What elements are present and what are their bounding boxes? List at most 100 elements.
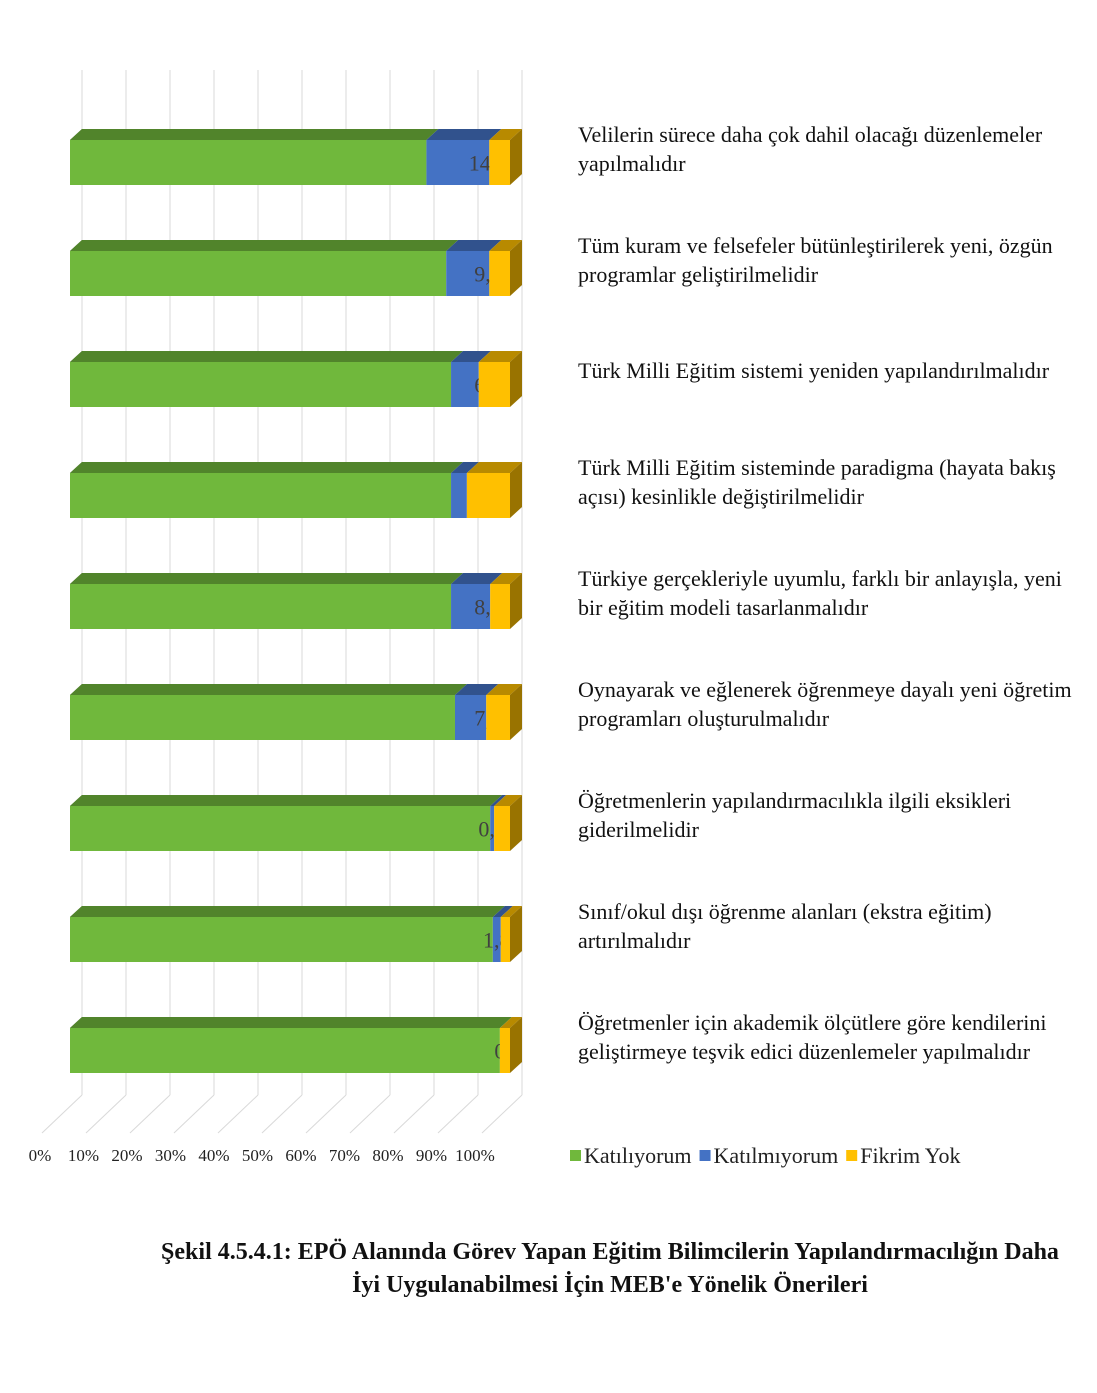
legend-swatch [846,1150,858,1161]
bar-side [510,240,522,296]
floor-line [41,1094,83,1134]
bar [70,473,452,518]
floor-line [129,1094,171,1134]
bar-top [486,684,522,695]
category-label: Türkiye gerçekleriyle uyumlu, farklı bir… [578,565,1062,620]
bar-top [500,906,522,917]
bar-top [70,795,503,806]
bar [455,695,487,740]
x-tick-label: 90% [416,1146,447,1165]
bar-top [70,906,505,917]
bar-top [489,240,522,251]
floor-line [437,1094,479,1134]
bar [70,695,455,740]
x-tick-label: 100% [455,1146,495,1165]
floor-line [305,1094,347,1134]
category-label: Velilerin sürece daha çok dahil olacağı … [578,121,1043,176]
bar-side [510,795,522,851]
category-label: Oynayarak ve eğlenerek öğrenmeye dayalı … [578,676,1072,731]
bar-top [451,462,479,473]
category-label: Türk Milli Eğitim sisteminde paradigma (… [578,454,1056,509]
bar [490,584,510,629]
bar [70,251,447,296]
bar-top [70,129,439,140]
bar-top [70,573,464,584]
bar [70,1028,500,1073]
chart-title: Şekil 4.5.4.1: EPÖ Alanında Görev Yapan … [161,1239,1059,1298]
bar-top [70,351,464,362]
bar [478,362,510,407]
bar-top [455,684,499,695]
bar-top [494,795,522,806]
bar-top [489,129,522,140]
category-label: Sınıf/okul dışı öğrenme alanları (ekstra… [578,898,992,953]
bar [451,362,479,407]
bar [426,140,490,185]
bar-side [510,351,522,407]
legend-swatch [699,1150,711,1161]
bar-top [478,351,522,362]
bar-top [70,1017,512,1028]
floor-line [173,1094,215,1134]
bar [70,584,452,629]
bar [500,917,510,962]
bar-top [426,129,502,140]
bar-side [510,462,522,518]
x-tick-label: 0% [29,1146,52,1165]
bar [489,140,510,185]
bar [70,362,452,407]
bar-side [510,129,522,185]
bar [494,806,510,851]
floor-line [85,1094,127,1134]
bar-top [70,684,467,695]
x-tick-label: 20% [111,1146,142,1165]
floor-line [217,1094,259,1134]
bar [499,1028,510,1073]
bar [490,806,495,851]
category-label: Tüm kuram ve felsefeler bütünleştirilere… [578,232,1053,287]
bar [486,695,510,740]
legend-label: Katılıyorum [584,1143,692,1168]
bar-top [490,573,522,584]
bar [492,917,501,962]
x-tick-label: 30% [155,1146,186,1165]
x-tick-label: 40% [198,1146,229,1165]
floor-line [261,1094,303,1134]
x-tick-label: 80% [372,1146,403,1165]
bar-top [451,351,491,362]
bar [70,140,427,185]
x-tick-label: 70% [329,1146,360,1165]
x-tick-label: 50% [242,1146,273,1165]
x-tick-label: 60% [285,1146,316,1165]
bar [451,584,491,629]
bar-side [510,684,522,740]
bar [70,917,493,962]
bar-side [510,573,522,629]
bar [466,473,510,518]
bar-top [451,573,503,584]
bar [451,473,467,518]
category-label: Türk Milli Eğitim sistemi yeniden yapıla… [578,358,1050,383]
bar [446,251,490,296]
floor-line [349,1094,391,1134]
bar-top [490,795,507,806]
legend-label: Katılmıyorum [714,1143,839,1168]
bar-top [466,462,522,473]
bar-top [499,1017,522,1028]
legend-swatch [570,1150,581,1161]
bar [70,806,491,851]
bar [489,251,510,296]
bar-top [492,906,513,917]
x-tick-label: 10% [68,1146,99,1165]
legend-label: Fikrim Yok [860,1143,960,1168]
category-label: Öğretmenlerin yapılandırmacılıkla ilgili… [578,787,1012,842]
category-label: Öğretmenler için akademik ölçütlere göre… [578,1009,1047,1064]
bar-top [70,240,459,251]
bar-top [70,462,464,473]
bar-side [510,1017,522,1073]
floor-line [393,1094,435,1134]
bar-side [510,906,522,962]
floor-line [481,1094,523,1134]
